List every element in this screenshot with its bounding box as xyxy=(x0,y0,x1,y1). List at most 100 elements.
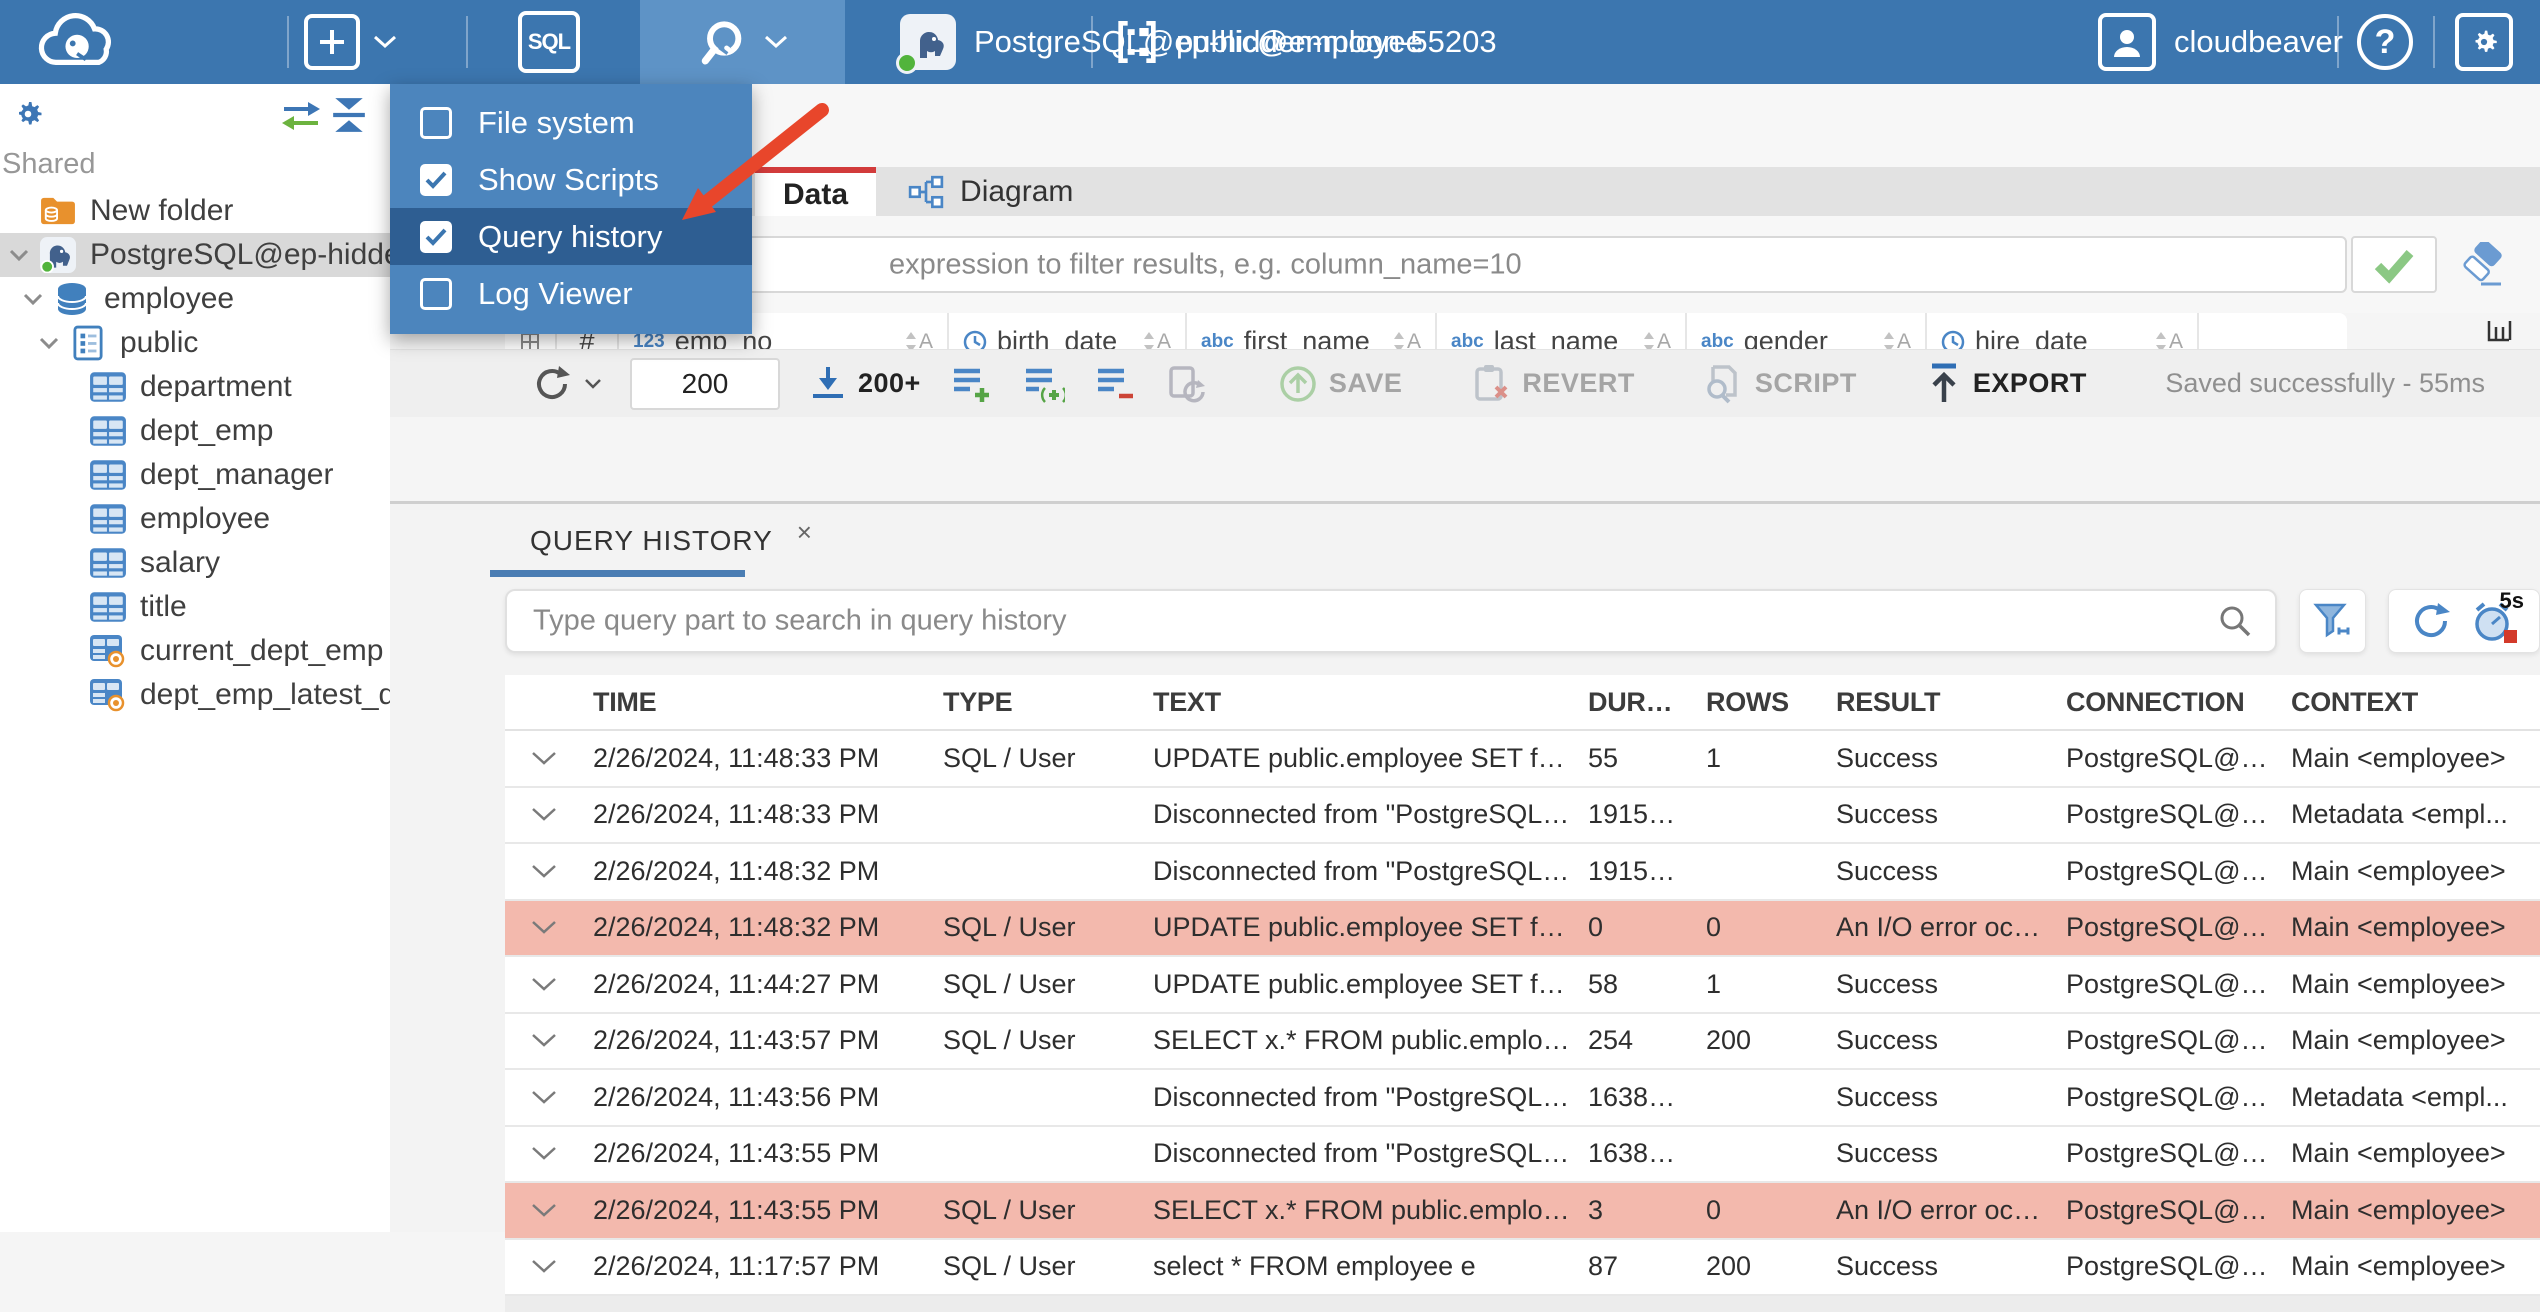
checkbox[interactable] xyxy=(420,220,452,253)
schema-selector[interactable]: public@employee xyxy=(1116,18,1423,66)
chevron-down-icon[interactable] xyxy=(8,248,30,262)
query-history-row[interactable]: 2/26/2024, 11:43:55 PM SQL / User SELECT… xyxy=(505,1183,2540,1240)
expand-row-chevron-icon[interactable] xyxy=(505,1033,575,1048)
tree-item[interactable]: department xyxy=(0,365,390,409)
tree-item[interactable]: PostgreSQL@ep-hidden-moon-55203 xyxy=(0,233,390,277)
expand-row-chevron-icon[interactable] xyxy=(505,1090,575,1105)
apply-filter-button[interactable] xyxy=(2351,236,2437,293)
revert-button[interactable]: REVERT xyxy=(1470,363,1635,405)
column-header-last-name[interactable]: abc last_name A xyxy=(1437,313,1687,349)
duplicate-row-button[interactable] xyxy=(1021,362,1065,406)
checkbox[interactable] xyxy=(420,163,452,196)
menu-item[interactable]: Query history xyxy=(390,208,752,265)
fetch-more-button[interactable]: 200+ xyxy=(808,364,921,404)
user-menu[interactable]: cloudbeaver xyxy=(2098,13,2343,71)
add-row-button[interactable] xyxy=(949,362,993,406)
header-connection[interactable]: CONNECTION xyxy=(2066,686,2245,717)
tree-item[interactable]: New folder xyxy=(0,189,390,233)
help-button[interactable]: ? xyxy=(2357,14,2413,70)
close-icon[interactable]: × xyxy=(796,516,812,547)
query-history-row[interactable]: 2/26/2024, 11:17:57 PM SQL / User select… xyxy=(505,1240,2540,1296)
delete-row-button[interactable] xyxy=(1093,362,1137,406)
refresh-history-button[interactable] xyxy=(2408,598,2454,644)
expand-row-chevron-icon[interactable] xyxy=(505,1259,575,1274)
export-button[interactable]: EXPORT xyxy=(1925,362,2087,406)
tree-item[interactable]: title xyxy=(0,585,390,629)
tree-item[interactable]: employee xyxy=(0,277,390,321)
query-history-row[interactable]: 2/26/2024, 11:48:33 PM Disconnected from… xyxy=(505,788,2540,844)
tools-menu-button[interactable] xyxy=(640,0,845,84)
query-history-row[interactable]: 2/26/2024, 11:48:32 PM Disconnected from… xyxy=(505,844,2540,901)
query-history-row[interactable]: 2/26/2024, 11:43:56 PM Disconnected from… xyxy=(505,1070,2540,1127)
menu-item[interactable]: Log Viewer xyxy=(390,265,752,322)
sort-icon[interactable]: A xyxy=(1643,330,1671,349)
column-header-first-name[interactable]: abc first_name A xyxy=(1187,313,1437,349)
tree-item[interactable]: dept_manager xyxy=(0,453,390,497)
sort-icon[interactable]: A xyxy=(2155,330,2183,349)
header-text[interactable]: TEXT xyxy=(1153,686,1221,717)
settings-button[interactable] xyxy=(2455,13,2513,71)
tree-item[interactable]: public xyxy=(0,321,390,365)
sort-icon[interactable]: A xyxy=(1143,330,1171,349)
tree-item[interactable]: dept_emp xyxy=(0,409,390,453)
refresh-grid-button[interactable] xyxy=(1165,362,1209,406)
column-header-gender[interactable]: abc gender A xyxy=(1687,313,1927,349)
connection-name: PostgreSQL@ep-hidden-moon-55203 xyxy=(974,24,1497,59)
expand-row-chevron-icon[interactable] xyxy=(505,751,575,766)
query-history-row[interactable]: 2/26/2024, 11:43:57 PM SQL / User SELECT… xyxy=(505,1014,2540,1070)
auto-refresh-button[interactable]: 5s xyxy=(2470,588,2524,646)
header-duration[interactable]: DURAT... xyxy=(1588,686,1688,717)
cloudbeaver-logo[interactable] xyxy=(30,10,130,74)
horizontal-scrollbar-track[interactable] xyxy=(505,1296,2540,1312)
checkbox[interactable] xyxy=(420,106,452,139)
expand-row-chevron-icon[interactable] xyxy=(505,807,575,822)
new-object-button[interactable] xyxy=(304,14,398,70)
chevron-down-icon[interactable] xyxy=(38,336,60,350)
save-button[interactable]: SAVE xyxy=(1277,363,1403,405)
column-header-hire-date[interactable]: hire_date A xyxy=(1927,313,2199,349)
filter-button[interactable] xyxy=(2299,589,2366,653)
sidebar-settings-gear-icon[interactable] xyxy=(10,96,46,132)
column-header-birth-date[interactable]: birth_date A xyxy=(949,313,1187,349)
clear-filter-button[interactable] xyxy=(2457,241,2507,288)
expand-row-chevron-icon[interactable] xyxy=(505,1146,575,1161)
chevron-down-icon[interactable] xyxy=(22,292,44,306)
tab-data[interactable]: Data xyxy=(755,167,877,216)
query-history-row[interactable]: 2/26/2024, 11:48:33 PM SQL / User UPDATE… xyxy=(505,731,2540,788)
menu-item[interactable]: File system xyxy=(390,94,752,151)
query-history-row[interactable]: 2/26/2024, 11:48:32 PM SQL / User UPDATE… xyxy=(505,900,2540,957)
tree-item[interactable]: employee xyxy=(0,497,390,541)
tab-diagram[interactable]: Diagram xyxy=(876,167,1105,216)
collapse-all-icon[interactable] xyxy=(330,98,368,132)
refresh-button[interactable] xyxy=(530,362,602,406)
header-type[interactable]: TYPE xyxy=(943,686,1013,717)
menu-item[interactable]: Show Scripts xyxy=(390,151,752,208)
expand-row-chevron-icon[interactable] xyxy=(505,1203,575,1218)
connection-selector[interactable]: PostgreSQL@ep-hidden-moon-55203 xyxy=(896,14,1497,74)
query-history-row[interactable]: 2/26/2024, 11:43:55 PM Disconnected from… xyxy=(505,1127,2540,1183)
checkbox[interactable] xyxy=(420,277,452,310)
filter-input[interactable]: expression to filter results, e.g. colum… xyxy=(505,236,2347,293)
sql-editor-button[interactable]: SQL xyxy=(518,11,580,73)
tree-item[interactable]: current_dept_emp xyxy=(0,629,390,673)
expand-row-chevron-icon[interactable] xyxy=(505,977,575,992)
query-history-row[interactable]: 2/26/2024, 11:44:27 PM SQL / User UPDATE… xyxy=(505,957,2540,1014)
script-button[interactable]: SCRIPT xyxy=(1703,363,1857,405)
expand-row-chevron-icon[interactable] xyxy=(505,864,575,879)
cell-rows: 0 xyxy=(1706,912,1722,943)
row-limit-input[interactable] xyxy=(630,357,780,410)
sort-icon[interactable]: A xyxy=(1393,330,1421,349)
sort-icon[interactable]: A xyxy=(1883,330,1911,349)
tree-item[interactable]: salary xyxy=(0,541,390,585)
header-rows[interactable]: ROWS xyxy=(1706,686,1789,717)
query-history-tab[interactable]: QUERY HISTORY × xyxy=(530,517,812,557)
sync-connection-icon[interactable] xyxy=(280,100,322,132)
header-context[interactable]: CONTEXT xyxy=(2291,686,2418,717)
sort-icon[interactable]: A xyxy=(905,330,933,349)
query-history-search-input[interactable]: Type query part to search in query histo… xyxy=(505,589,2278,653)
header-time[interactable]: TIME xyxy=(593,686,657,717)
header-result[interactable]: RESULT xyxy=(1836,686,1941,717)
grid-view-icon[interactable] xyxy=(2486,319,2512,343)
expand-row-chevron-icon[interactable] xyxy=(505,920,575,935)
tree-item[interactable]: dept_emp_latest_date xyxy=(0,673,390,717)
